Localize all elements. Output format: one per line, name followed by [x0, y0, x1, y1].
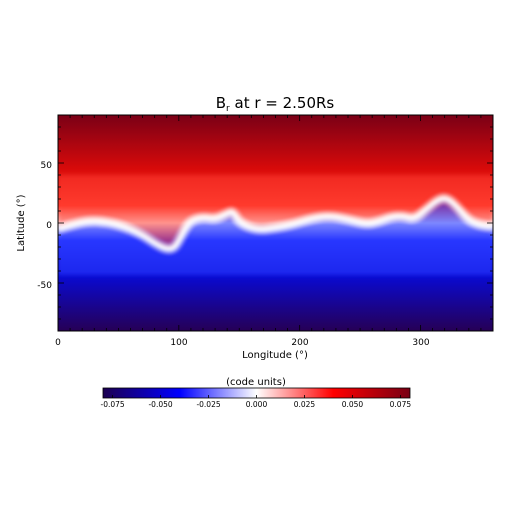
colorbar-tick-label: -0.050 — [148, 400, 172, 409]
colorbar-tick-label: 0.000 — [246, 400, 268, 409]
x-tick-label-100: 100 — [170, 338, 187, 348]
heatmap-plot — [58, 115, 493, 331]
colorbar-tick-label: 0.025 — [294, 400, 316, 409]
chart-title-rest: at r = 2.50Rs — [230, 94, 335, 112]
colorbar-tick-label: -0.075 — [101, 400, 125, 409]
chart-title: Br at r = 2.50Rs — [216, 94, 335, 114]
colorbar-tick-label: 0.075 — [390, 400, 412, 409]
neutral-line — [58, 195, 493, 252]
positive-region — [58, 175, 493, 249]
colorbar-label: (code units) — [226, 377, 286, 388]
x-tick-label-300: 300 — [412, 338, 429, 348]
x-axis-label: Longitude (°) — [242, 350, 308, 361]
x-tick-label-200: 200 — [291, 338, 308, 348]
axis-ticks — [57, 114, 494, 332]
y-tick-label-0: 0 — [46, 221, 52, 231]
polarity-regions — [58, 175, 493, 275]
y-tick-label-50: 50 — [41, 161, 53, 171]
y-axis-label: Latitude (°) — [16, 194, 27, 251]
colorbar-ticks: -0.075 -0.050 -0.025 0.000 0.025 0.050 0.075 — [101, 395, 412, 409]
chart-title-subscript: r — [226, 104, 230, 114]
negative-region — [58, 198, 493, 275]
y-tick-label-minus-50: -50 — [37, 281, 52, 291]
colorbar-tick-label: -0.025 — [196, 400, 220, 409]
x-tick-label-0: 0 — [55, 338, 61, 348]
colorbar-tick-label: 0.050 — [342, 400, 364, 409]
